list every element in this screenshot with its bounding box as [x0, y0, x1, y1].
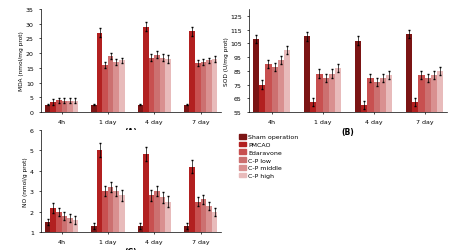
Bar	[405, 34, 411, 188]
Bar	[423, 78, 430, 188]
Bar	[189, 167, 195, 250]
Bar	[211, 212, 217, 250]
Bar	[165, 202, 170, 250]
Bar	[206, 61, 211, 112]
Bar	[184, 226, 189, 250]
Bar	[206, 206, 211, 250]
Bar	[373, 82, 379, 188]
Bar	[436, 72, 442, 188]
Bar	[310, 103, 316, 188]
Bar	[360, 106, 367, 188]
Bar	[67, 101, 73, 112]
Bar	[160, 198, 165, 250]
Bar	[119, 61, 124, 112]
Bar	[160, 58, 165, 112]
Bar	[154, 192, 160, 250]
Bar	[91, 226, 97, 250]
Bar	[322, 78, 328, 188]
Bar	[102, 192, 108, 250]
Bar	[97, 34, 102, 112]
Bar	[411, 103, 418, 188]
Bar	[367, 78, 373, 188]
Y-axis label: SOD (U/mg prot): SOD (U/mg prot)	[223, 37, 228, 86]
Bar	[143, 28, 148, 112]
Bar	[200, 63, 206, 112]
Bar	[265, 65, 271, 188]
Bar	[148, 196, 154, 250]
Bar	[51, 208, 56, 250]
Bar	[137, 226, 143, 250]
Bar	[195, 202, 200, 250]
Bar	[67, 218, 73, 250]
Bar	[379, 78, 385, 188]
Bar	[354, 42, 360, 188]
Bar	[271, 68, 277, 188]
Bar	[211, 60, 217, 112]
Bar	[56, 212, 61, 250]
Bar	[56, 101, 61, 112]
Bar	[148, 58, 154, 112]
Bar	[184, 105, 189, 112]
Bar	[113, 63, 119, 112]
Bar	[154, 56, 160, 112]
Bar	[316, 74, 322, 188]
Bar	[277, 60, 283, 188]
Bar	[61, 216, 67, 250]
Bar	[51, 102, 56, 113]
Bar	[189, 32, 195, 112]
Y-axis label: MDA (nmol/mg prot): MDA (nmol/mg prot)	[19, 32, 24, 91]
Bar	[119, 196, 124, 250]
X-axis label: (C): (C)	[124, 247, 137, 250]
Bar	[304, 37, 310, 188]
Bar	[45, 105, 51, 112]
Bar	[418, 76, 423, 188]
Bar	[108, 188, 113, 250]
Bar	[195, 64, 200, 112]
Bar	[143, 154, 148, 250]
Bar	[91, 105, 97, 112]
Bar	[253, 40, 259, 188]
X-axis label: (A): (A)	[124, 127, 137, 136]
Bar	[102, 66, 108, 112]
Bar	[334, 69, 340, 188]
Bar	[283, 51, 289, 188]
Bar	[200, 200, 206, 250]
Bar	[328, 74, 334, 188]
Bar	[108, 57, 113, 112]
Bar	[61, 101, 67, 112]
Bar	[430, 76, 436, 188]
Legend: Sham operation, PMCAO, Edaravone, C-P low, C-P middle, C-P high: Sham operation, PMCAO, Edaravone, C-P lo…	[238, 133, 299, 180]
Bar	[385, 76, 391, 188]
Bar	[73, 101, 78, 112]
Bar	[97, 150, 102, 250]
Bar	[73, 220, 78, 250]
Bar	[113, 192, 119, 250]
Bar	[259, 85, 265, 188]
Bar	[45, 222, 51, 250]
Bar	[165, 60, 170, 112]
Bar	[137, 105, 143, 112]
Y-axis label: NO (nmol/g prot): NO (nmol/g prot)	[23, 156, 28, 206]
X-axis label: (B): (B)	[341, 127, 354, 136]
